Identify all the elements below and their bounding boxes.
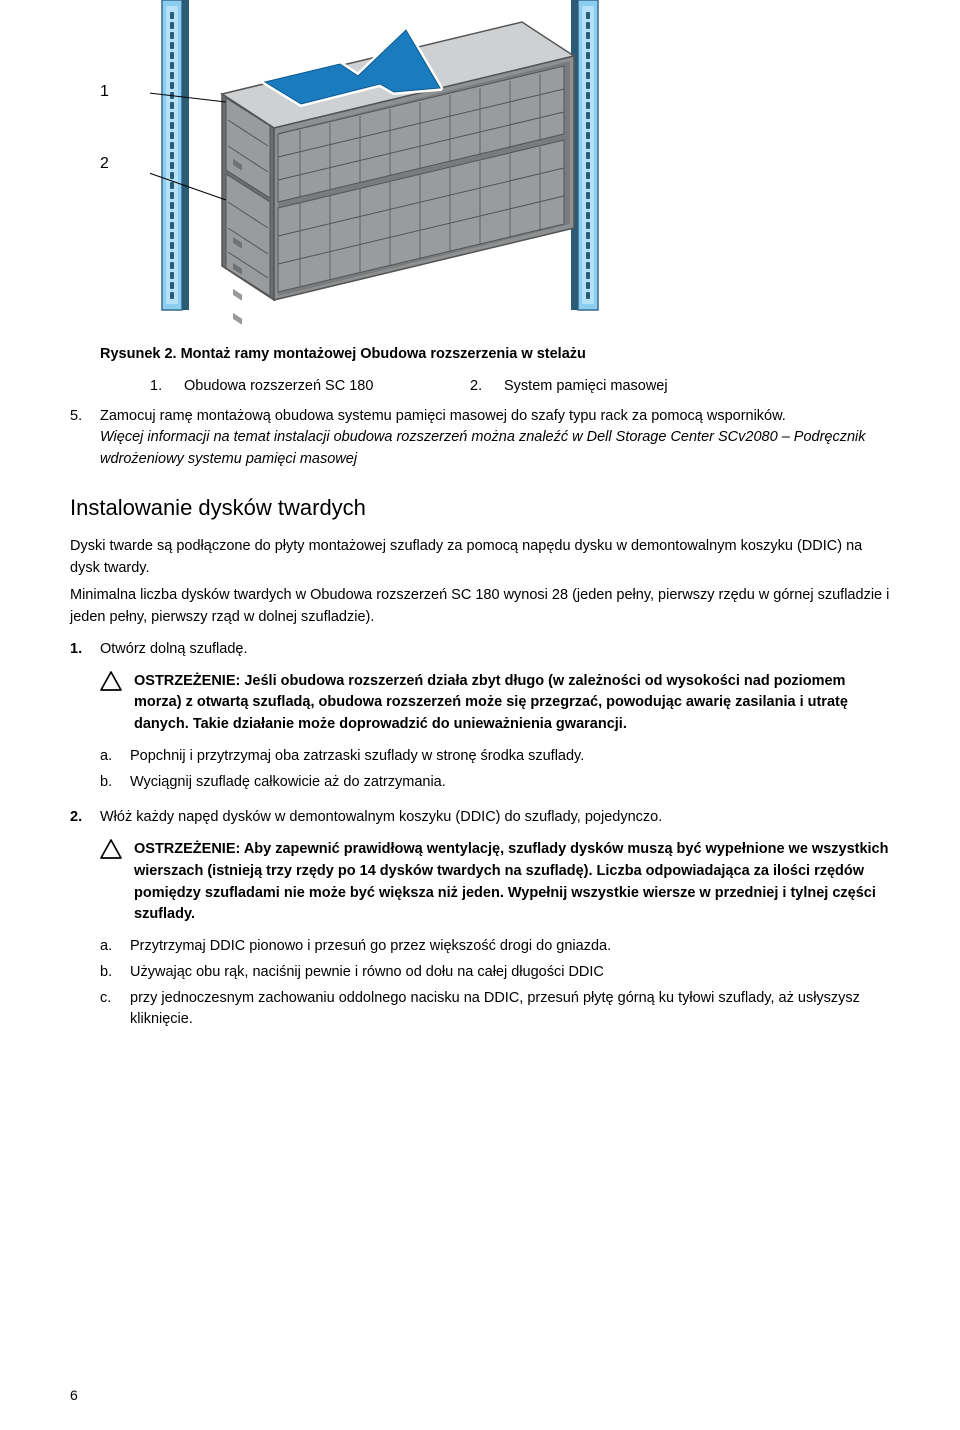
- sub-text: Wyciągnij szufladę całkowicie aż do zatr…: [130, 772, 890, 794]
- intro-paragraph-1: Dyski twarde są podłączone do płyty mont…: [70, 536, 890, 580]
- sub-item: a.Popchnij i przytrzymaj oba zatrzaski s…: [100, 746, 890, 768]
- rack-figure: [150, 0, 610, 330]
- sub-item: c.przy jednoczesnym zachowaniu oddolnego…: [100, 988, 890, 1032]
- step-body: Zamocuj ramę montażową obudowa systemu p…: [100, 406, 890, 471]
- callout-2: 2: [100, 152, 109, 176]
- warning-block: OSTRZEŻENIE: Jeśli obudowa rozszerzeń dz…: [100, 671, 890, 736]
- main-step-2: 2. Włóż każdy napęd dysków w demontowaln…: [70, 807, 890, 1035]
- sub-item: b.Wyciągnij szufladę całkowicie aż do za…: [100, 772, 890, 794]
- sub-letter: c.: [100, 988, 130, 1032]
- step-5: 5. Zamocuj ramę montażową obudowa system…: [70, 406, 890, 471]
- warning-icon: [100, 839, 124, 926]
- step-lead: Włóż każdy napęd dysków w demontowalnym …: [100, 807, 890, 829]
- sub-list-2: a.Przytrzymaj DDIC pionowo i przesuń go …: [100, 936, 890, 1031]
- sub-letter: a.: [100, 746, 130, 768]
- sub-text: przy jednoczesnym zachowaniu oddolnego n…: [130, 988, 890, 1032]
- legend-item-2: 2. System pamięci masowej: [470, 376, 790, 398]
- warning-text: OSTRZEŻENIE: Aby zapewnić prawidłową wen…: [134, 839, 890, 926]
- legend-text: Obudowa rozszerzeń SC 180: [184, 376, 373, 398]
- sub-letter: b.: [100, 772, 130, 794]
- warning-icon: [100, 671, 124, 736]
- chassis-icon: [222, 22, 574, 325]
- warning-block: OSTRZEŻENIE: Aby zapewnić prawidłową wen…: [100, 839, 890, 926]
- legend-num: 2.: [470, 376, 504, 398]
- sub-letter: b.: [100, 962, 130, 984]
- intro-paragraph-2: Minimalna liczba dysków twardych w Obudo…: [70, 585, 890, 629]
- step5-line1: Zamocuj ramę montażową obudowa systemu p…: [100, 408, 786, 424]
- figure-caption: Rysunek 2. Montaż ramy montażowej Obudow…: [100, 344, 890, 366]
- step-number: 5.: [70, 406, 100, 471]
- sub-list-1: a.Popchnij i przytrzymaj oba zatrzaski s…: [100, 746, 890, 794]
- warning-text: OSTRZEŻENIE: Jeśli obudowa rozszerzeń dz…: [134, 671, 890, 736]
- sub-item: b.Używając obu rąk, naciśnij pewnie i ró…: [100, 962, 890, 984]
- sub-text: Używając obu rąk, naciśnij pewnie i równ…: [130, 962, 890, 984]
- section-title: Instalowanie dysków twardych: [70, 491, 890, 524]
- left-rail-icon: [162, 0, 189, 310]
- sub-text: Przytrzymaj DDIC pionowo i przesuń go pr…: [130, 936, 890, 958]
- sub-text: Popchnij i przytrzymaj oba zatrzaski szu…: [130, 746, 890, 768]
- step5-line2a: Więcej informacji na temat instalacji ob…: [100, 429, 587, 445]
- right-rail-icon: [571, 0, 598, 310]
- callout-1: 1: [100, 80, 109, 104]
- main-step-1: 1. Otwórz dolną szufladę. OSTRZEŻENIE: J…: [70, 639, 890, 798]
- legend-num: 1.: [150, 376, 184, 398]
- step-number: 1.: [70, 639, 100, 798]
- main-step-list: 1. Otwórz dolną szufladę. OSTRZEŻENIE: J…: [70, 639, 890, 1035]
- sub-item: a.Przytrzymaj DDIC pionowo i przesuń go …: [100, 936, 890, 958]
- figure-legend: 1. Obudowa rozszerzeń SC 180 2. System p…: [150, 376, 890, 398]
- legend-text: System pamięci masowej: [504, 376, 668, 398]
- sub-letter: a.: [100, 936, 130, 958]
- step-lead: Otwórz dolną szufladę.: [100, 639, 890, 661]
- figure-area: 1 2: [100, 0, 600, 330]
- page-number: 6: [70, 1385, 78, 1406]
- step-number: 2.: [70, 807, 100, 1035]
- legend-item-1: 1. Obudowa rozszerzeń SC 180: [150, 376, 470, 398]
